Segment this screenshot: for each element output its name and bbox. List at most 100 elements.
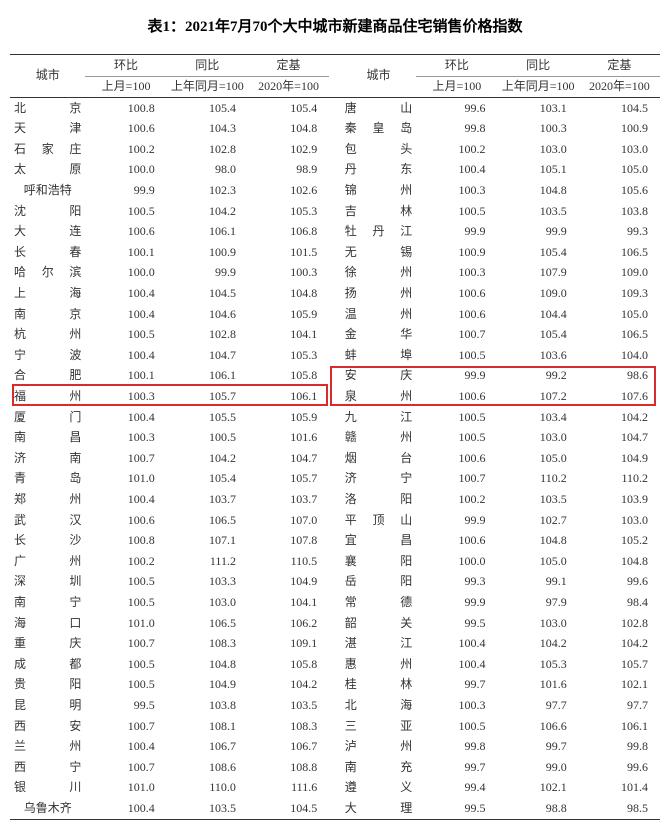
yoy-left: 103.0 [167, 592, 248, 613]
base-right: 99.6 [579, 757, 660, 778]
city-right: 常德 [341, 592, 416, 613]
base-left: 105.7 [248, 469, 329, 490]
mom-left: 100.5 [85, 675, 166, 696]
city-right: 平顶山 [341, 510, 416, 531]
yoy-right: 99.0 [497, 757, 578, 778]
sub-yoy-left: 上年同月=100 [167, 76, 248, 98]
city-left: 西宁 [10, 757, 85, 778]
yoy-right: 104.8 [497, 181, 578, 202]
base-left: 104.5 [248, 798, 329, 819]
base-right: 105.6 [579, 181, 660, 202]
yoy-left: 100.9 [167, 242, 248, 263]
mom-left: 99.9 [85, 181, 166, 202]
base-left: 100.3 [248, 263, 329, 284]
base-right: 106.5 [579, 325, 660, 346]
mom-right: 99.4 [416, 778, 497, 799]
city-right: 锦州 [341, 181, 416, 202]
base-left: 104.7 [248, 448, 329, 469]
yoy-right: 99.7 [497, 737, 578, 758]
base-left: 107.8 [248, 531, 329, 552]
table-header: 城市 环比 同比 定基 城市 环比 同比 定基 上月=100 上年同月=100 … [10, 55, 660, 98]
yoy-left: 104.5 [167, 284, 248, 305]
col-base-left: 定基 [248, 55, 329, 77]
mom-left: 100.0 [85, 263, 166, 284]
price-index-table: 城市 环比 同比 定基 城市 环比 同比 定基 上月=100 上年同月=100 … [10, 54, 660, 820]
base-left: 98.9 [248, 160, 329, 181]
yoy-left: 102.8 [167, 139, 248, 160]
mom-right: 100.7 [416, 325, 497, 346]
col-mom-left: 环比 [85, 55, 166, 77]
table-row: 南昌100.3100.5101.6赣州100.5103.0104.7 [10, 428, 660, 449]
city-right: 九江 [341, 407, 416, 428]
mom-left: 100.5 [85, 654, 166, 675]
mom-left: 99.5 [85, 695, 166, 716]
mom-left: 101.0 [85, 613, 166, 634]
base-right: 98.5 [579, 798, 660, 819]
base-left: 104.8 [248, 284, 329, 305]
base-left: 107.0 [248, 510, 329, 531]
table-row: 宁波100.4104.7105.3蚌埠100.5103.6104.0 [10, 345, 660, 366]
mom-right: 99.9 [416, 510, 497, 531]
mom-right: 99.7 [416, 675, 497, 696]
table-row: 大连100.6106.1106.8牡丹江99.999.999.3 [10, 222, 660, 243]
city-left: 兰州 [10, 737, 85, 758]
city-right: 吉林 [341, 201, 416, 222]
table-row: 南宁100.5103.0104.1常德99.997.998.4 [10, 592, 660, 613]
city-left: 长春 [10, 242, 85, 263]
base-right: 98.6 [579, 366, 660, 387]
base-left: 105.4 [248, 98, 329, 119]
mom-right: 100.6 [416, 387, 497, 408]
base-left: 102.6 [248, 181, 329, 202]
table-row: 重庆100.7108.3109.1湛江100.4104.2104.2 [10, 634, 660, 655]
table-row: 深圳100.5103.3104.9岳阳99.399.199.6 [10, 572, 660, 593]
mom-right: 100.0 [416, 551, 497, 572]
yoy-left: 108.1 [167, 716, 248, 737]
base-right: 97.7 [579, 695, 660, 716]
yoy-right: 103.4 [497, 407, 578, 428]
yoy-right: 107.9 [497, 263, 578, 284]
mom-right: 100.5 [416, 716, 497, 737]
table-row: 广州100.2111.2110.5襄阳100.0105.0104.8 [10, 551, 660, 572]
yoy-left: 105.5 [167, 407, 248, 428]
city-right: 岳阳 [341, 572, 416, 593]
table-row: 沈阳100.5104.2105.3吉林100.5103.5103.8 [10, 201, 660, 222]
yoy-left: 106.1 [167, 366, 248, 387]
base-right: 109.3 [579, 284, 660, 305]
base-left: 106.7 [248, 737, 329, 758]
mom-right: 100.2 [416, 139, 497, 160]
base-right: 106.1 [579, 716, 660, 737]
city-left: 武汉 [10, 510, 85, 531]
table-row: 长春100.1100.9101.5无锡100.9105.4106.5 [10, 242, 660, 263]
yoy-left: 105.7 [167, 387, 248, 408]
city-right: 烟台 [341, 448, 416, 469]
table-row: 上海100.4104.5104.8扬州100.6109.0109.3 [10, 284, 660, 305]
sub-base-left: 2020年=100 [248, 76, 329, 98]
mom-left: 100.2 [85, 139, 166, 160]
city-right: 济宁 [341, 469, 416, 490]
yoy-left: 104.6 [167, 304, 248, 325]
base-left: 108.3 [248, 716, 329, 737]
yoy-right: 99.2 [497, 366, 578, 387]
table-row: 北京100.8105.4105.4唐山99.6103.1104.5 [10, 98, 660, 119]
table-row: 乌鲁木齐100.4103.5104.5大理99.598.898.5 [10, 798, 660, 819]
yoy-right: 103.5 [497, 489, 578, 510]
yoy-right: 103.6 [497, 345, 578, 366]
yoy-left: 104.2 [167, 448, 248, 469]
mom-left: 100.5 [85, 201, 166, 222]
city-left: 贵阳 [10, 675, 85, 696]
mom-left: 100.4 [85, 489, 166, 510]
yoy-right: 105.0 [497, 551, 578, 572]
sub-mom-right: 上月=100 [416, 76, 497, 98]
mom-left: 100.8 [85, 98, 166, 119]
yoy-right: 106.6 [497, 716, 578, 737]
table-row: 昆明99.5103.8103.5北海100.397.797.7 [10, 695, 660, 716]
mom-left: 100.6 [85, 222, 166, 243]
city-right: 宜昌 [341, 531, 416, 552]
yoy-left: 108.6 [167, 757, 248, 778]
mom-right: 100.5 [416, 201, 497, 222]
yoy-left: 103.3 [167, 572, 248, 593]
mom-left: 100.5 [85, 572, 166, 593]
yoy-right: 97.9 [497, 592, 578, 613]
base-left: 104.8 [248, 119, 329, 140]
yoy-left: 106.7 [167, 737, 248, 758]
